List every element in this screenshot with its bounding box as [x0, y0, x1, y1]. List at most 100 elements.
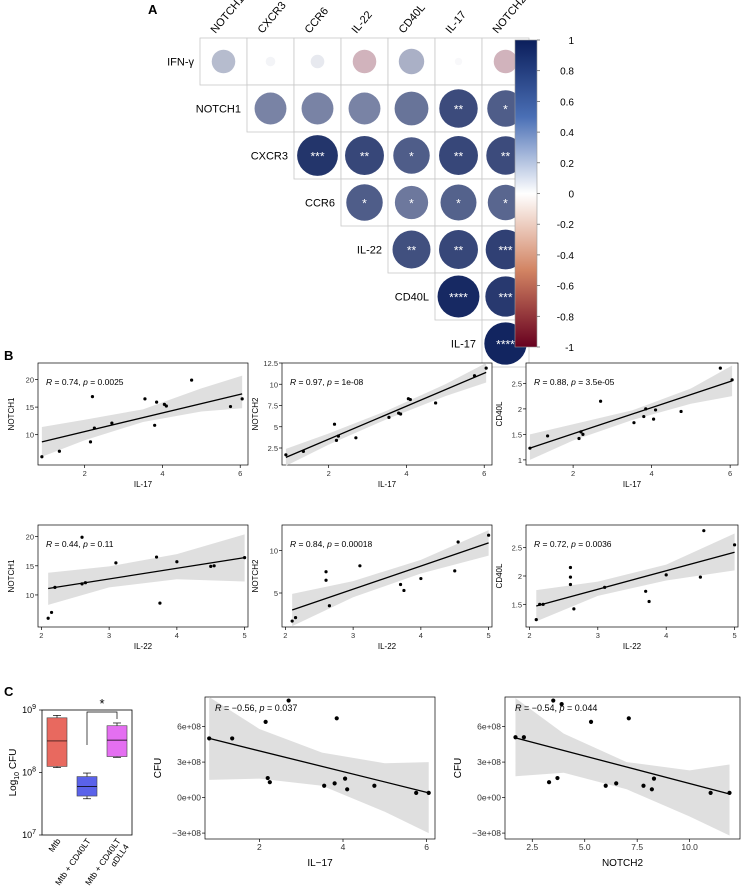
- x-tick-label: 6: [238, 469, 242, 478]
- data-point: [83, 581, 88, 585]
- correlation-annotation: R = 0.97, p = 1e-08: [290, 377, 364, 387]
- colorbar-tick-label: 1: [568, 36, 574, 47]
- panel-c-label: C: [4, 684, 14, 699]
- correlation-annotation: R = 0.88, p = 3.5e-05: [534, 377, 615, 387]
- x-tick-label: 2: [257, 842, 262, 852]
- annotation-r-symbol: R: [215, 703, 222, 713]
- data-point: [342, 776, 348, 781]
- data-point: [698, 575, 702, 579]
- data-point: [327, 604, 332, 608]
- corr-circle: [345, 136, 384, 175]
- x-tick-label: 2: [39, 631, 43, 640]
- data-point: [568, 582, 573, 587]
- data-point: [324, 578, 328, 582]
- data-point: [387, 415, 391, 419]
- data-point: [487, 533, 491, 537]
- annotation-r-symbol: R: [290, 377, 296, 387]
- data-point: [434, 401, 438, 405]
- significance-stars: *: [362, 197, 367, 211]
- annotation-p-value: = 3.5e-05: [576, 377, 615, 387]
- y-axis-label: CFU: [453, 758, 464, 779]
- data-point: [603, 783, 608, 788]
- row-label: NOTCH1: [196, 104, 241, 116]
- x-tick-label: 3: [107, 631, 111, 640]
- data-point: [708, 790, 713, 795]
- y-tick-label: 3e+08: [477, 757, 501, 767]
- significance-stars: ***: [310, 150, 324, 164]
- y-tick-label: 15: [26, 403, 34, 412]
- y-tick-label: 10: [26, 431, 34, 440]
- colorbar-tick-label: -0.6: [557, 282, 575, 293]
- col-label: IL-22: [350, 9, 375, 36]
- confidence-band: [515, 698, 730, 836]
- data-point: [730, 378, 734, 382]
- data-point: [334, 716, 339, 721]
- y-tick-label: 10: [270, 380, 278, 389]
- regression-line: [515, 737, 730, 795]
- significance-label: *: [99, 696, 104, 711]
- confidence-band: [536, 533, 735, 622]
- corr-circle: [398, 48, 425, 75]
- correlation-annotation: R = 0.44, p = 0.11: [46, 539, 114, 549]
- y-tick-label: 0e+00: [477, 793, 501, 803]
- x-tick-label: 4: [419, 631, 423, 640]
- correlation-annotation: R = 0.72, p = 0.0036: [534, 539, 612, 549]
- row-label: CCR6: [305, 198, 335, 210]
- data-point: [653, 408, 658, 412]
- row-label: IL-17: [451, 339, 476, 351]
- y-tick-label: 2: [518, 405, 522, 414]
- data-point: [644, 589, 648, 593]
- colorbar-rect: [514, 39, 538, 348]
- data-point: [642, 414, 646, 419]
- x-axis-label: IL-22: [623, 642, 642, 651]
- x-tick-label: 4: [175, 631, 179, 640]
- data-point: [49, 610, 54, 615]
- tick-base: 10: [22, 705, 32, 715]
- data-point: [414, 790, 419, 795]
- corr-circle: [392, 230, 431, 269]
- data-point: [334, 438, 339, 442]
- data-point: [240, 397, 244, 401]
- corr-circle: [439, 136, 478, 175]
- y-tick-label: 107: [22, 829, 36, 840]
- data-point: [286, 698, 291, 703]
- annotation-r-value: = 0.72,: [540, 539, 571, 549]
- annotation-r-value: = −0.56,: [222, 703, 260, 713]
- tick-exponent: 9: [32, 704, 36, 711]
- confidence-band: [292, 530, 489, 627]
- significance-stars: **: [454, 103, 464, 117]
- y-tick-label: 2: [518, 572, 522, 581]
- x-axis-label: IL−17: [307, 858, 333, 869]
- y-tick-label: 108: [22, 767, 36, 778]
- data-point: [579, 430, 583, 434]
- x-tick-label: 5: [487, 631, 491, 640]
- corr-circle: [439, 89, 478, 128]
- annotation-r-value: = 0.44,: [52, 539, 83, 549]
- x-tick-label: 2: [283, 631, 287, 640]
- data-point: [158, 601, 162, 605]
- y-axis-label: Log10 CFU: [8, 749, 21, 797]
- data-point: [212, 564, 216, 568]
- annotation-r-symbol: R: [534, 377, 540, 387]
- significance-stars: *: [456, 197, 461, 211]
- annotation-r-symbol: R: [46, 539, 52, 549]
- data-point: [408, 397, 412, 402]
- data-point: [426, 790, 431, 795]
- panel-a-label: A: [148, 2, 158, 17]
- corr-circle: [352, 49, 377, 74]
- data-point: [243, 556, 247, 560]
- colorbar-tick-label: 0.6: [560, 97, 574, 108]
- data-point: [588, 719, 594, 724]
- data-point: [702, 529, 706, 533]
- significance-stars: *: [409, 197, 414, 211]
- x-tick-label: 6: [424, 842, 429, 852]
- data-point: [92, 426, 96, 430]
- y-axis-label: NOTCH2: [251, 397, 260, 430]
- corr-circle: [265, 56, 276, 67]
- data-point: [546, 780, 552, 785]
- corr-circle: [394, 185, 429, 220]
- data-point: [57, 449, 61, 453]
- data-point: [267, 780, 272, 785]
- x-axis-label: NOTCH2: [602, 858, 644, 869]
- data-point: [727, 790, 732, 795]
